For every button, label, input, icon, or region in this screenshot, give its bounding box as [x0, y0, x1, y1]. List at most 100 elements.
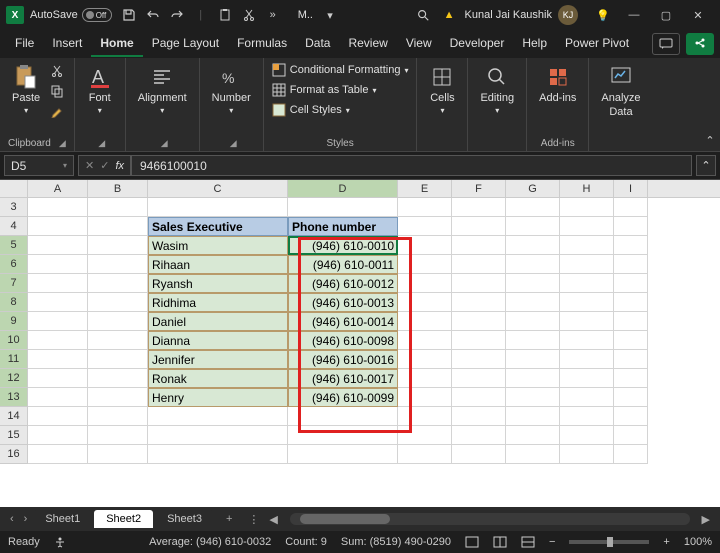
column-header-G[interactable]: G	[506, 180, 560, 197]
fx-icon[interactable]: fx	[115, 160, 124, 172]
row-header-5[interactable]: 5	[0, 236, 28, 255]
scroll-left-icon[interactable]: ◀	[265, 513, 281, 526]
tab-data[interactable]: Data	[296, 31, 339, 57]
cell-I3[interactable]	[614, 198, 648, 217]
cell-I8[interactable]	[614, 293, 648, 312]
cell-G8[interactable]	[506, 293, 560, 312]
row-header-16[interactable]: 16	[0, 445, 28, 464]
cell-D9[interactable]: (946) 610-0014	[288, 312, 398, 331]
cell-A13[interactable]	[28, 388, 88, 407]
cell-I13[interactable]	[614, 388, 648, 407]
tab-insert[interactable]: Insert	[43, 31, 91, 57]
dialog-launcher-icon[interactable]: ◢	[98, 138, 105, 149]
cell-D4[interactable]: Phone number	[288, 217, 398, 236]
cell-I6[interactable]	[614, 255, 648, 274]
cell-A4[interactable]	[28, 217, 88, 236]
cell-G11[interactable]	[506, 350, 560, 369]
cell-G9[interactable]	[506, 312, 560, 331]
row-header-6[interactable]: 6	[0, 255, 28, 274]
cell-D11[interactable]: (946) 610-0016	[288, 350, 398, 369]
cell-C5[interactable]: Wasim	[148, 236, 288, 255]
cell-B13[interactable]	[88, 388, 148, 407]
cell-G15[interactable]	[506, 426, 560, 445]
cell-F8[interactable]	[452, 293, 506, 312]
cell-B8[interactable]	[88, 293, 148, 312]
cell-F15[interactable]	[452, 426, 506, 445]
cell-C3[interactable]	[148, 198, 288, 217]
row-header-9[interactable]: 9	[0, 312, 28, 331]
row-header-15[interactable]: 15	[0, 426, 28, 445]
column-header-E[interactable]: E	[398, 180, 452, 197]
cell-C13[interactable]: Henry	[148, 388, 288, 407]
addins-button[interactable]: Add-ins	[535, 62, 580, 106]
grid-rows[interactable]: 34Sales ExecutivePhone number5Wasim(946)…	[0, 198, 720, 507]
cell-H6[interactable]	[560, 255, 614, 274]
cell-C4[interactable]: Sales Executive	[148, 217, 288, 236]
cell-E15[interactable]	[398, 426, 452, 445]
share-button[interactable]	[686, 33, 714, 55]
comments-button[interactable]	[652, 33, 680, 55]
cell-A16[interactable]	[28, 445, 88, 464]
cell-E14[interactable]	[398, 407, 452, 426]
cell-D15[interactable]	[288, 426, 398, 445]
cell-D14[interactable]	[288, 407, 398, 426]
user-account[interactable]: ▲ Kunal Jai Kaushik KJ	[444, 5, 578, 25]
cell-F10[interactable]	[452, 331, 506, 350]
row-header-11[interactable]: 11	[0, 350, 28, 369]
filename[interactable]: M..	[298, 9, 313, 21]
cell-D6[interactable]: (946) 610-0011	[288, 255, 398, 274]
cell-E9[interactable]	[398, 312, 452, 331]
cell-H12[interactable]	[560, 369, 614, 388]
name-box[interactable]: D5 ▾	[4, 155, 74, 176]
dialog-launcher-icon[interactable]: ◢	[161, 138, 168, 149]
cell-F9[interactable]	[452, 312, 506, 331]
cell-B7[interactable]	[88, 274, 148, 293]
cut-icon[interactable]	[242, 8, 256, 22]
cell-styles-button[interactable]: Cell Styles▾	[272, 102, 350, 118]
cell-A15[interactable]	[28, 426, 88, 445]
cell-E3[interactable]	[398, 198, 452, 217]
cell-B16[interactable]	[88, 445, 148, 464]
cell-H14[interactable]	[560, 407, 614, 426]
cell-A6[interactable]	[28, 255, 88, 274]
editing-button[interactable]: Editing ▾	[476, 62, 518, 117]
column-header-I[interactable]: I	[614, 180, 648, 197]
enter-icon[interactable]: ✓	[100, 159, 109, 172]
cells-button[interactable]: Cells ▾	[425, 62, 459, 117]
analyze-data-button[interactable]: Analyze Data	[597, 62, 644, 120]
column-header-F[interactable]: F	[452, 180, 506, 197]
more-icon[interactable]: »	[266, 8, 280, 22]
tab-help[interactable]: Help	[513, 31, 556, 57]
cell-E6[interactable]	[398, 255, 452, 274]
cell-G4[interactable]	[506, 217, 560, 236]
sheet-tab-sheet1[interactable]: Sheet1	[33, 510, 92, 528]
cancel-icon[interactable]: ✕	[85, 159, 94, 172]
column-header-D[interactable]: D	[288, 180, 398, 197]
cell-E5[interactable]	[398, 236, 452, 255]
cell-B10[interactable]	[88, 331, 148, 350]
cell-C12[interactable]: Ronak	[148, 369, 288, 388]
cell-F4[interactable]	[452, 217, 506, 236]
row-header-14[interactable]: 14	[0, 407, 28, 426]
cell-A8[interactable]	[28, 293, 88, 312]
search-icon[interactable]	[416, 8, 430, 22]
cell-B15[interactable]	[88, 426, 148, 445]
cell-D12[interactable]: (946) 610-0017	[288, 369, 398, 388]
cell-E16[interactable]	[398, 445, 452, 464]
zoom-slider[interactable]	[569, 540, 649, 544]
filename-dropdown-icon[interactable]: ▾	[323, 8, 337, 22]
cell-H15[interactable]	[560, 426, 614, 445]
number-button[interactable]: % Number ▾	[208, 62, 255, 117]
cell-G16[interactable]	[506, 445, 560, 464]
cell-I16[interactable]	[614, 445, 648, 464]
cell-D13[interactable]: (946) 610-0099	[288, 388, 398, 407]
cell-B5[interactable]	[88, 236, 148, 255]
row-header-7[interactable]: 7	[0, 274, 28, 293]
cell-H3[interactable]	[560, 198, 614, 217]
cell-G10[interactable]	[506, 331, 560, 350]
cell-B11[interactable]	[88, 350, 148, 369]
view-normal-icon[interactable]	[465, 536, 479, 548]
cell-B6[interactable]	[88, 255, 148, 274]
cell-H5[interactable]	[560, 236, 614, 255]
tab-power-pivot[interactable]: Power Pivot	[556, 31, 638, 57]
